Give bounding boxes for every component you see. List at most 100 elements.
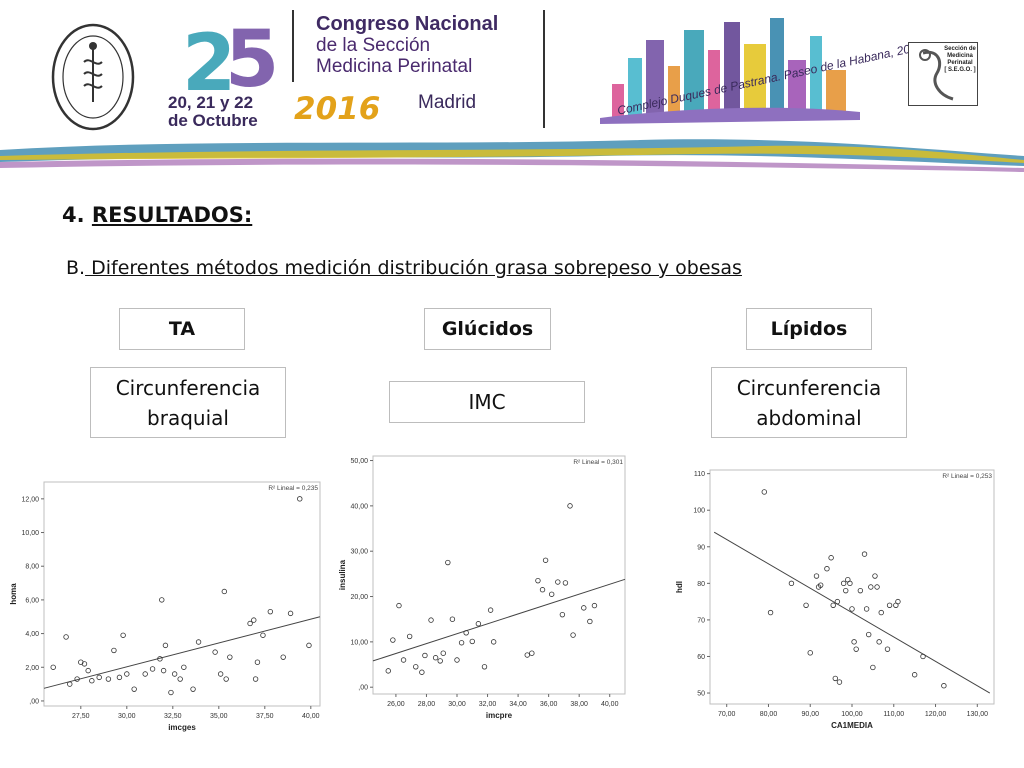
event-dates-line-1: 20, 21 y 22 — [168, 93, 254, 112]
data-point — [562, 580, 569, 586]
data-point — [529, 650, 535, 656]
x-axis-label: CA1MEDIA — [831, 721, 873, 730]
data-point — [920, 653, 926, 660]
x-tick-label: 30,00 — [118, 713, 136, 720]
event-dates-line-2: de Octubre — [168, 111, 258, 130]
fit-line — [713, 531, 991, 694]
data-point — [432, 655, 439, 661]
data-point — [895, 598, 901, 605]
y-tick-label: 2,00 — [25, 665, 39, 672]
scatter-hdl-vs-ca1media: 70,00 80,00 90,00 100,00 110,00 120,00 130,00 5… — [675, 469, 995, 730]
x-tick-label: 30,00 — [448, 701, 466, 708]
svg-text:5: 5 — [225, 15, 279, 105]
x-tick-label: 32,50 — [164, 713, 182, 720]
x-tick-label: 34,00 — [509, 701, 527, 708]
method-box-circunferencia-braquial: Circunferencia braquial — [90, 367, 286, 438]
data-point — [868, 584, 874, 590]
data-point — [428, 617, 434, 623]
data-point — [591, 602, 598, 609]
badge-line: Perinatal — [947, 60, 973, 66]
data-point — [559, 611, 566, 618]
data-point — [445, 559, 451, 566]
data-point — [157, 656, 163, 662]
plot-area — [43, 481, 321, 707]
data-point — [413, 664, 419, 670]
data-point — [74, 676, 80, 682]
data-point — [190, 686, 196, 692]
method-box-imc: IMC — [389, 381, 585, 423]
data-point — [767, 609, 774, 616]
data-point — [911, 672, 918, 678]
data-point — [177, 676, 183, 682]
y-tick-label: 4,00 — [25, 631, 39, 638]
slide-title: 4. RESULTADOS: — [62, 203, 252, 227]
data-point — [539, 587, 546, 593]
y-tick-label: 70 — [697, 617, 705, 624]
data-point — [863, 606, 870, 612]
data-point — [475, 621, 482, 627]
data-point — [761, 489, 767, 495]
column-header-glucidos: Glúcidos — [424, 308, 551, 350]
slide-title-text: RESULTADOS: — [91, 203, 253, 227]
data-point — [870, 664, 876, 671]
data-point — [217, 671, 224, 677]
perinatal-figure-icon — [919, 49, 954, 101]
data-point — [857, 587, 864, 594]
method-line: IMC — [468, 390, 506, 414]
data-point — [487, 607, 494, 613]
x-tick-label: 100,00 — [841, 711, 863, 718]
data-point — [843, 587, 849, 594]
data-point — [89, 678, 95, 684]
data-point — [581, 605, 587, 611]
data-point — [878, 609, 884, 616]
y-tick-label: 110 — [694, 471, 705, 478]
data-point — [458, 640, 465, 646]
data-point — [866, 631, 872, 638]
data-point — [142, 671, 148, 677]
y-tick-label: ,00 — [358, 685, 368, 692]
data-point — [221, 588, 228, 595]
x-axis-label: imcpre — [486, 711, 513, 720]
x-tick-label: 130,00 — [967, 711, 989, 718]
scatter-insulina-vs-imcpre: 26,00 28,00 30,00 32,00 34,00 36,00 38,00 40,00… — [338, 455, 626, 720]
data-point — [111, 647, 117, 654]
data-point — [105, 676, 112, 682]
data-point — [400, 657, 407, 663]
data-point — [287, 610, 294, 617]
y-axis-label: homa — [9, 583, 18, 605]
data-point — [861, 551, 868, 557]
y-tick-label: 10,00 — [350, 639, 368, 646]
data-point — [834, 598, 841, 605]
y-tick-label: 60 — [697, 654, 705, 661]
x-tick-label: 120,00 — [925, 711, 947, 718]
data-point — [195, 639, 202, 645]
event-title-line-1: Congreso Nacional — [316, 13, 499, 35]
event-banner: 2 5 2016 Congreso Nacional de la Sección… — [0, 0, 1024, 178]
data-point — [849, 606, 855, 612]
fit-line — [43, 616, 321, 689]
data-point — [223, 676, 229, 682]
data-point — [247, 620, 253, 627]
data-point — [396, 602, 402, 609]
data-point — [85, 667, 91, 674]
y-tick-label: 90 — [697, 544, 705, 551]
x-tick-label: 40,00 — [302, 713, 320, 720]
x-tick-label: 70,00 — [718, 711, 736, 718]
x-tick-label: 80,00 — [760, 711, 778, 718]
banner-decoration: 2 5 2016 — [0, 15, 1024, 172]
plot-area — [709, 469, 995, 705]
event-title-line-2: de la Sección — [316, 35, 431, 56]
data-point — [63, 634, 69, 640]
data-point — [440, 650, 446, 656]
y-tick-label: 80 — [697, 581, 705, 588]
y-tick-label: 8,00 — [25, 564, 39, 571]
y-tick-label: 12,00 — [21, 496, 39, 503]
data-point — [555, 579, 561, 585]
data-point — [120, 632, 126, 638]
data-point — [160, 667, 167, 674]
x-tick-label: 32,00 — [479, 701, 497, 708]
data-point — [874, 584, 880, 590]
data-point — [385, 668, 391, 674]
data-point — [548, 591, 555, 597]
slide-title-number: 4. — [62, 203, 85, 227]
